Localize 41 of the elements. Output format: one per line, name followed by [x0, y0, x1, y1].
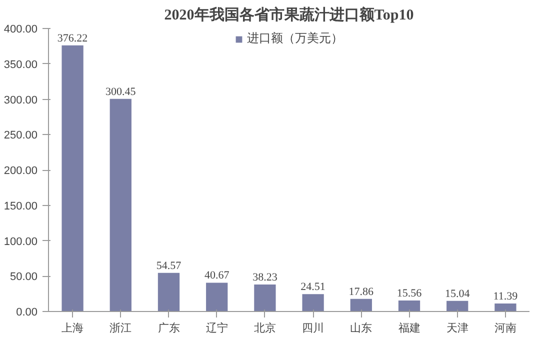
bar — [398, 300, 420, 312]
data-label: 11.39 — [493, 290, 518, 302]
x-tick-label: 辽宁 — [206, 322, 228, 334]
data-label: 24.51 — [300, 281, 326, 294]
data-label: 15.56 — [396, 287, 422, 300]
bar — [350, 298, 372, 312]
bar — [110, 98, 132, 312]
data-label: 300.45 — [106, 86, 136, 98]
y-tick-label: 50.00 — [10, 271, 38, 284]
data-label: 376.22 — [57, 32, 88, 44]
bar — [62, 45, 84, 312]
data-label: 17.86 — [348, 286, 374, 298]
bar — [302, 294, 324, 312]
x-tick-label: 浙江 — [110, 322, 132, 334]
bar — [254, 284, 276, 312]
chart-title: 2020年我国各省市果蔬汁进口额Top10 — [164, 6, 414, 24]
y-tick-label: 150.00 — [4, 200, 38, 212]
x-tick-label: 福建 — [398, 322, 420, 334]
y-tick-label: 200.00 — [4, 165, 38, 177]
bar — [206, 282, 228, 312]
y-tick-label: 350.00 — [4, 58, 38, 71]
bar — [446, 300, 468, 312]
y-tick-label: 100.00 — [4, 236, 38, 248]
data-label: 54.57 — [156, 260, 182, 272]
bar — [494, 303, 516, 312]
x-tick-label: 天津 — [446, 322, 468, 334]
x-tick-label: 上海 — [62, 322, 84, 334]
x-tick-label: 广东 — [158, 322, 180, 334]
data-label: 40.67 — [204, 270, 230, 282]
data-label: 15.04 — [444, 288, 470, 300]
y-tick-label: 300.00 — [4, 94, 38, 106]
x-tick-label: 山东 — [350, 322, 372, 334]
y-tick-label: 250.00 — [4, 130, 38, 142]
data-label: 38.23 — [252, 271, 278, 284]
x-tick-label: 河南 — [494, 322, 516, 334]
bar — [158, 272, 180, 312]
x-tick-label: 北京 — [254, 322, 276, 334]
y-tick-label: 400.00 — [4, 24, 38, 36]
y-tick-label: 0.00 — [16, 306, 38, 318]
legend-label: 进口额（万美元） — [247, 30, 343, 47]
x-tick-label: 四川 — [302, 322, 324, 334]
